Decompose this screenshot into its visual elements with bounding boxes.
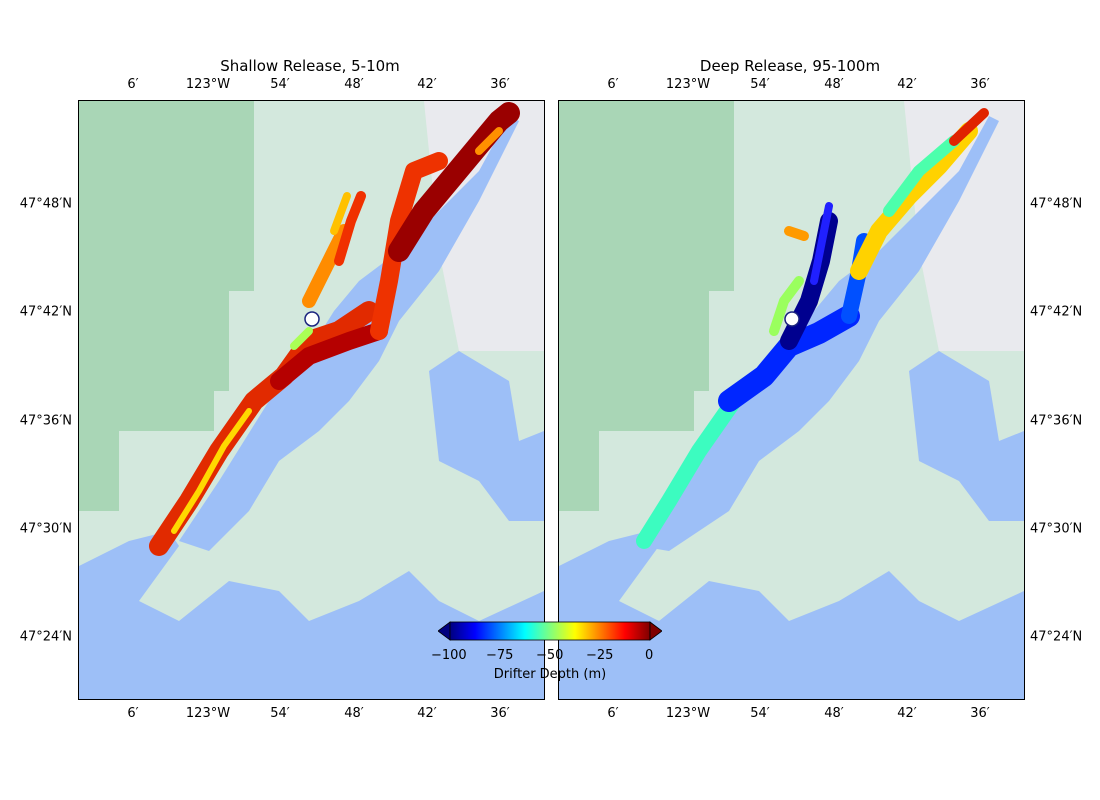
drifter-track bbox=[302, 224, 351, 308]
colorbar-extend-high bbox=[649, 621, 662, 641]
colorbar-tick-0: −100 bbox=[431, 648, 467, 663]
release-point-marker bbox=[304, 311, 320, 327]
x-tick-bottom-left-3: 48′ bbox=[344, 706, 364, 721]
y-tick-right-1: 47°42′N bbox=[1030, 304, 1083, 320]
y-tick-left-1: 47°42′N bbox=[19, 304, 72, 320]
water-body bbox=[559, 531, 1024, 699]
drifter-track bbox=[850, 122, 978, 280]
x-tick-bottom-left-5: 36′ bbox=[490, 706, 510, 721]
x-tick-top-right-5: 36′ bbox=[970, 77, 990, 92]
x-tick-top-right-1: 123°W bbox=[665, 77, 711, 92]
colorbar-label: Drifter Depth (m) bbox=[493, 667, 607, 682]
release-point-marker bbox=[784, 311, 800, 327]
y-tick-right-3: 47°30′N bbox=[1030, 521, 1083, 537]
drifter-track bbox=[171, 408, 252, 534]
y-tick-left-0: 47°48′N bbox=[19, 196, 72, 212]
drifter-track bbox=[475, 127, 503, 155]
x-tick-top-right-4: 42′ bbox=[897, 77, 917, 92]
drifter-track bbox=[949, 108, 989, 146]
drifter-track bbox=[370, 152, 448, 340]
drifter-track bbox=[149, 301, 379, 556]
map-canvas-shallow bbox=[79, 101, 544, 699]
y-tick-left-2: 47°36′N bbox=[19, 413, 72, 429]
y-tick-right-0: 47°48′N bbox=[1030, 196, 1083, 212]
drifter-track bbox=[769, 276, 804, 336]
x-tick-top-left-1: 123°W bbox=[185, 77, 231, 92]
y-tick-left-3: 47°30′N bbox=[19, 521, 72, 537]
x-tick-bottom-left-1: 123°W bbox=[185, 706, 231, 721]
x-tick-top-right-0: 6′ bbox=[607, 77, 619, 92]
x-tick-bottom-left-4: 42′ bbox=[417, 706, 437, 721]
colorbar-tick-3: −25 bbox=[586, 648, 614, 663]
x-tick-top-left-2: 54′ bbox=[270, 77, 290, 92]
x-tick-bottom-right-5: 36′ bbox=[970, 706, 990, 721]
panel-title-deep: Deep Release, 95-100m bbox=[699, 57, 881, 75]
drifter-track bbox=[290, 327, 313, 350]
drifter-track bbox=[883, 135, 960, 217]
colorbar-tick-1: −75 bbox=[486, 648, 514, 663]
forest-area bbox=[79, 101, 254, 511]
x-tick-bottom-right-3: 48′ bbox=[824, 706, 844, 721]
panel-title-shallow: Shallow Release, 5-10m bbox=[220, 57, 400, 75]
drifter-track bbox=[388, 102, 520, 262]
colorbar-tick-2: −50 bbox=[536, 648, 564, 663]
x-tick-bottom-left-2: 54′ bbox=[270, 706, 290, 721]
drifter-track bbox=[784, 226, 809, 241]
x-tick-top-left-4: 42′ bbox=[417, 77, 437, 92]
drifter-track bbox=[810, 202, 833, 285]
x-tick-bottom-right-2: 54′ bbox=[750, 706, 770, 721]
colorbar bbox=[438, 621, 662, 641]
map-panel-shallow[interactable] bbox=[78, 100, 545, 700]
x-tick-bottom-right-0: 6′ bbox=[607, 706, 619, 721]
x-tick-bottom-right-1: 123°W bbox=[665, 706, 711, 721]
x-tick-top-right-2: 54′ bbox=[750, 77, 770, 92]
x-tick-top-left-0: 6′ bbox=[127, 77, 139, 92]
y-tick-right-4: 47°24′N bbox=[1030, 629, 1083, 645]
drifter-track bbox=[330, 192, 351, 235]
colorbar-gradient bbox=[449, 621, 651, 641]
drifter-track bbox=[334, 191, 366, 266]
water-body bbox=[909, 351, 1024, 521]
forest-area bbox=[559, 101, 734, 511]
y-tick-left-4: 47°24′N bbox=[19, 629, 72, 645]
drifter-track bbox=[270, 322, 388, 390]
x-tick-bottom-left-0: 6′ bbox=[127, 706, 139, 721]
water-body bbox=[79, 531, 544, 699]
x-tick-top-left-5: 36′ bbox=[490, 77, 510, 92]
x-tick-top-left-3: 48′ bbox=[344, 77, 364, 92]
map-panel-deep[interactable] bbox=[558, 100, 1025, 700]
colorbar-tick-4: 0 bbox=[645, 648, 654, 663]
water-body bbox=[429, 351, 544, 521]
x-tick-top-right-3: 48′ bbox=[824, 77, 844, 92]
colorbar-extend-low bbox=[438, 621, 451, 641]
map-canvas-deep bbox=[559, 101, 1024, 699]
x-tick-bottom-right-4: 42′ bbox=[897, 706, 917, 721]
y-tick-right-2: 47°36′N bbox=[1030, 413, 1083, 429]
